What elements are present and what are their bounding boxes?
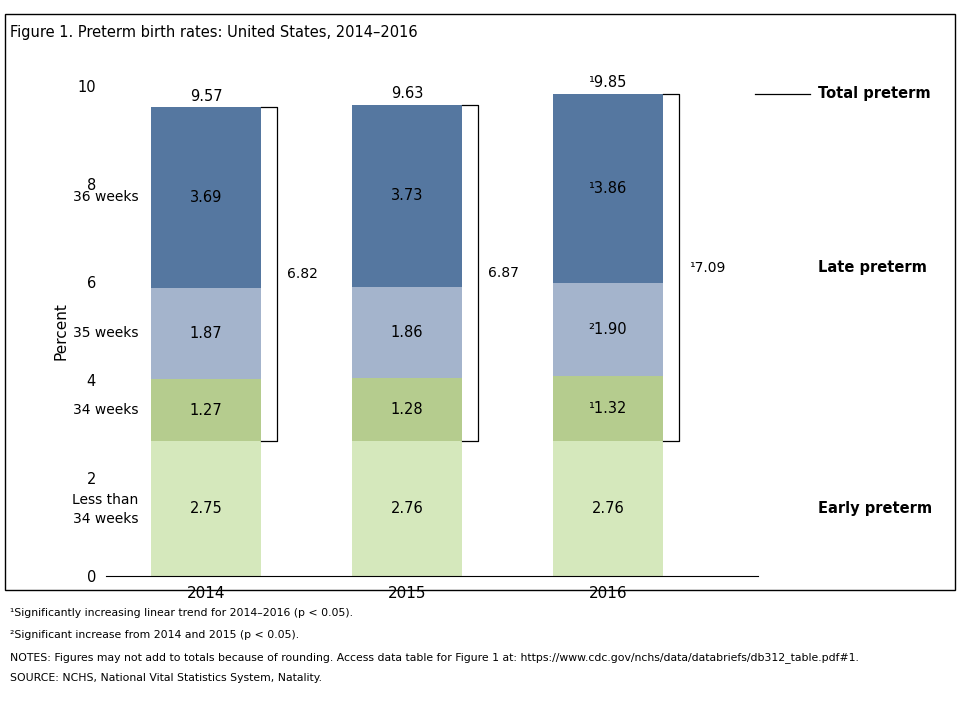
Y-axis label: Percent: Percent	[54, 302, 69, 360]
Text: Early preterm: Early preterm	[818, 501, 932, 516]
Text: ¹3.86: ¹3.86	[588, 181, 627, 197]
Text: 1.87: 1.87	[190, 326, 223, 341]
Text: ¹1.32: ¹1.32	[588, 401, 627, 416]
Text: 6.87: 6.87	[489, 266, 519, 279]
Text: 6.82: 6.82	[287, 267, 319, 282]
Bar	[553, 377, 663, 441]
Bar	[151, 441, 261, 576]
Text: 35 weeks: 35 weeks	[73, 326, 139, 341]
Text: Total preterm: Total preterm	[818, 86, 930, 102]
Bar	[151, 107, 261, 287]
Text: SOURCE: NCHS, National Vital Statistics System, Natality.: SOURCE: NCHS, National Vital Statistics …	[10, 673, 322, 683]
Text: 1.27: 1.27	[190, 402, 223, 418]
Text: 1.28: 1.28	[391, 402, 423, 417]
Text: 36 weeks: 36 weeks	[73, 190, 139, 204]
Bar	[351, 104, 462, 287]
Text: 2.75: 2.75	[190, 501, 223, 516]
Bar	[553, 94, 663, 283]
Text: Figure 1. Preterm birth rates: United States, 2014–2016: Figure 1. Preterm birth rates: United St…	[10, 25, 418, 40]
Text: 1.86: 1.86	[391, 325, 423, 340]
Text: ²Significant increase from 2014 and 2015 (p < 0.05).: ²Significant increase from 2014 and 2015…	[10, 630, 299, 640]
Bar	[351, 441, 462, 576]
Bar	[151, 379, 261, 441]
Text: 3.69: 3.69	[190, 190, 222, 204]
Bar	[351, 378, 462, 441]
Text: 2.76: 2.76	[591, 501, 624, 516]
Text: Less than: Less than	[73, 493, 139, 507]
Text: Late preterm: Late preterm	[818, 260, 926, 275]
Text: ¹Significantly increasing linear trend for 2014–2016 (p < 0.05).: ¹Significantly increasing linear trend f…	[10, 608, 352, 618]
Text: ¹7.09: ¹7.09	[689, 261, 726, 274]
Bar	[553, 283, 663, 377]
Text: 9.63: 9.63	[391, 86, 423, 101]
Bar	[553, 441, 663, 576]
Text: 9.57: 9.57	[190, 89, 223, 104]
Text: ¹9.85: ¹9.85	[588, 76, 627, 90]
Text: 34 weeks: 34 weeks	[73, 403, 139, 418]
Bar	[151, 287, 261, 379]
Text: 34 weeks: 34 weeks	[73, 513, 139, 526]
Text: 2.76: 2.76	[391, 501, 423, 516]
Text: NOTES: Figures may not add to totals because of rounding. Access data table for : NOTES: Figures may not add to totals bec…	[10, 652, 858, 662]
Text: ²1.90: ²1.90	[588, 323, 627, 337]
Text: 3.73: 3.73	[391, 189, 423, 203]
Bar	[351, 287, 462, 378]
